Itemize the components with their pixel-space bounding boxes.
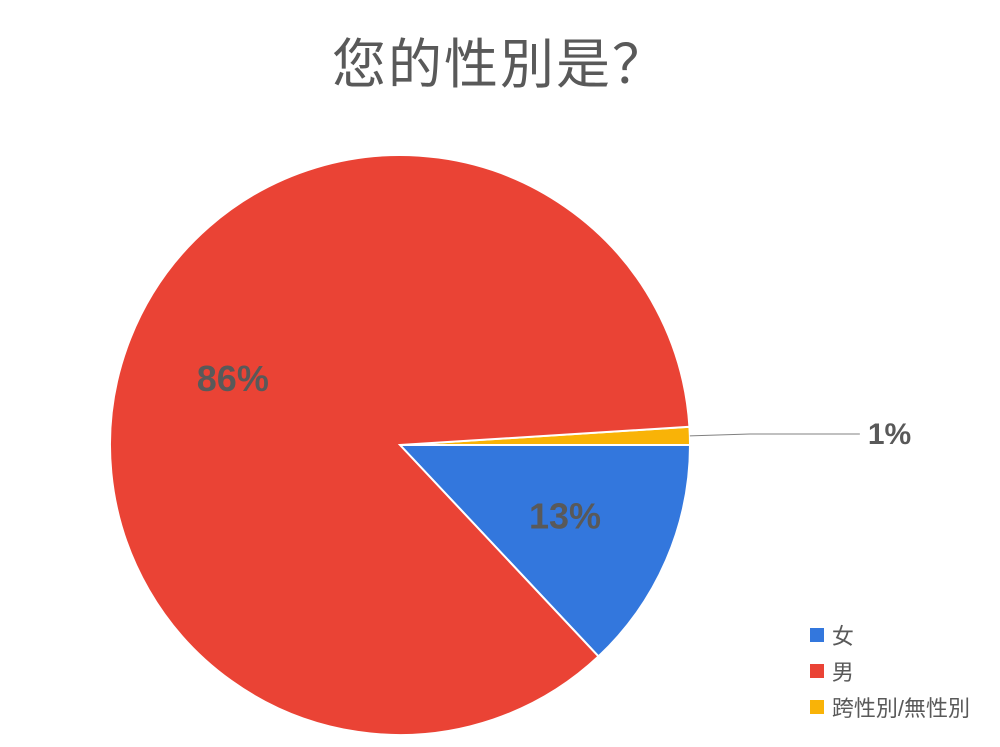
legend-label-0: 女 — [832, 619, 854, 651]
legend-item-0: 女 — [810, 619, 970, 651]
legend-swatch-2 — [810, 700, 824, 714]
legend-item-1: 男 — [810, 655, 970, 687]
slice-label-1: 13% — [529, 495, 601, 536]
slice-label-2: 86% — [197, 358, 269, 399]
legend-swatch-1 — [810, 664, 824, 678]
legend-swatch-0 — [810, 628, 824, 642]
legend-label-2: 跨性別/無性別 — [832, 691, 970, 723]
legend-item-2: 跨性別/無性別 — [810, 691, 970, 723]
slice-label-0: 1% — [868, 418, 911, 451]
pie-chart-container: 您的性別是？ 1%13%86% 女男跨性別/無性別 — [0, 0, 1000, 747]
legend-label-1: 男 — [832, 655, 854, 687]
legend: 女男跨性別/無性別 — [810, 615, 970, 727]
leader-line-0 — [690, 434, 860, 436]
